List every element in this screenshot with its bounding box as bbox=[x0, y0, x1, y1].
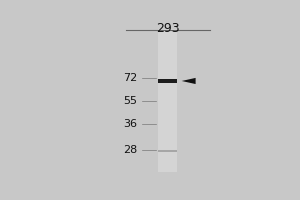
Text: 72: 72 bbox=[123, 73, 137, 83]
Text: 28: 28 bbox=[123, 145, 137, 155]
Polygon shape bbox=[182, 78, 196, 84]
Bar bbox=[158, 29, 177, 172]
Bar bbox=[158, 79, 177, 83]
Text: 36: 36 bbox=[124, 119, 137, 129]
Text: 293: 293 bbox=[156, 22, 179, 35]
Bar bbox=[158, 150, 177, 152]
Text: 55: 55 bbox=[124, 96, 137, 106]
